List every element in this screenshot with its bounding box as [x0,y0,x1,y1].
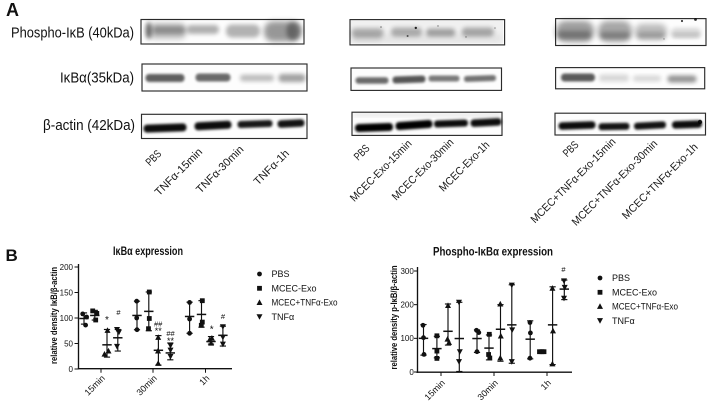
svg-text:PBS: PBS [612,273,630,283]
svg-text:IκBα(35kDa): IκBα(35kDa) [60,70,134,87]
svg-text:50: 50 [64,339,73,348]
svg-text:Phospho-IκB (40kDa): Phospho-IκB (40kDa) [11,25,134,42]
svg-text:relative density p-IκB/β-actin: relative density p-IκB/β-actin [389,266,399,370]
svg-text:150: 150 [60,288,74,297]
svg-text:200: 200 [60,263,74,272]
svg-text:MCEC+TNFα-Exo: MCEC+TNFα-Exo [612,302,678,312]
svg-text:0: 0 [69,365,74,374]
svg-text:TNFα: TNFα [272,312,295,322]
svg-text:A: A [6,0,19,20]
svg-text:**: ** [167,336,175,346]
svg-text:relative density IκB/β-actin: relative density IκB/β-actin [49,267,59,364]
svg-text:B: B [6,246,18,265]
svg-text:#: # [221,312,226,321]
svg-text:MCEC+TNFα-Exo: MCEC+TNFα-Exo [272,298,338,308]
svg-text:**: ** [155,326,163,336]
svg-text:#: # [561,265,566,274]
svg-text:β-actin (42kDa): β-actin (42kDa) [43,117,135,134]
svg-text:*: * [105,315,109,326]
svg-text:300: 300 [400,267,414,276]
svg-text:IκBα expression: IκBα expression [113,246,183,258]
svg-text:Phospho-IκBα expression: Phospho-IκBα expression [433,247,553,259]
svg-text:MCEC-Exo: MCEC-Exo [272,284,317,294]
svg-text:100: 100 [400,334,414,343]
svg-text:MCEC-Exo: MCEC-Exo [612,288,657,298]
svg-text:200: 200 [400,301,414,310]
svg-text:#: # [116,308,121,317]
svg-text:TNFα: TNFα [612,316,635,326]
svg-text:PBS: PBS [272,269,290,279]
svg-text:*: * [210,325,214,336]
svg-text:0: 0 [409,368,414,377]
svg-text:##: ## [166,329,175,338]
svg-text:100: 100 [60,314,74,323]
svg-text:##: ## [154,319,163,328]
